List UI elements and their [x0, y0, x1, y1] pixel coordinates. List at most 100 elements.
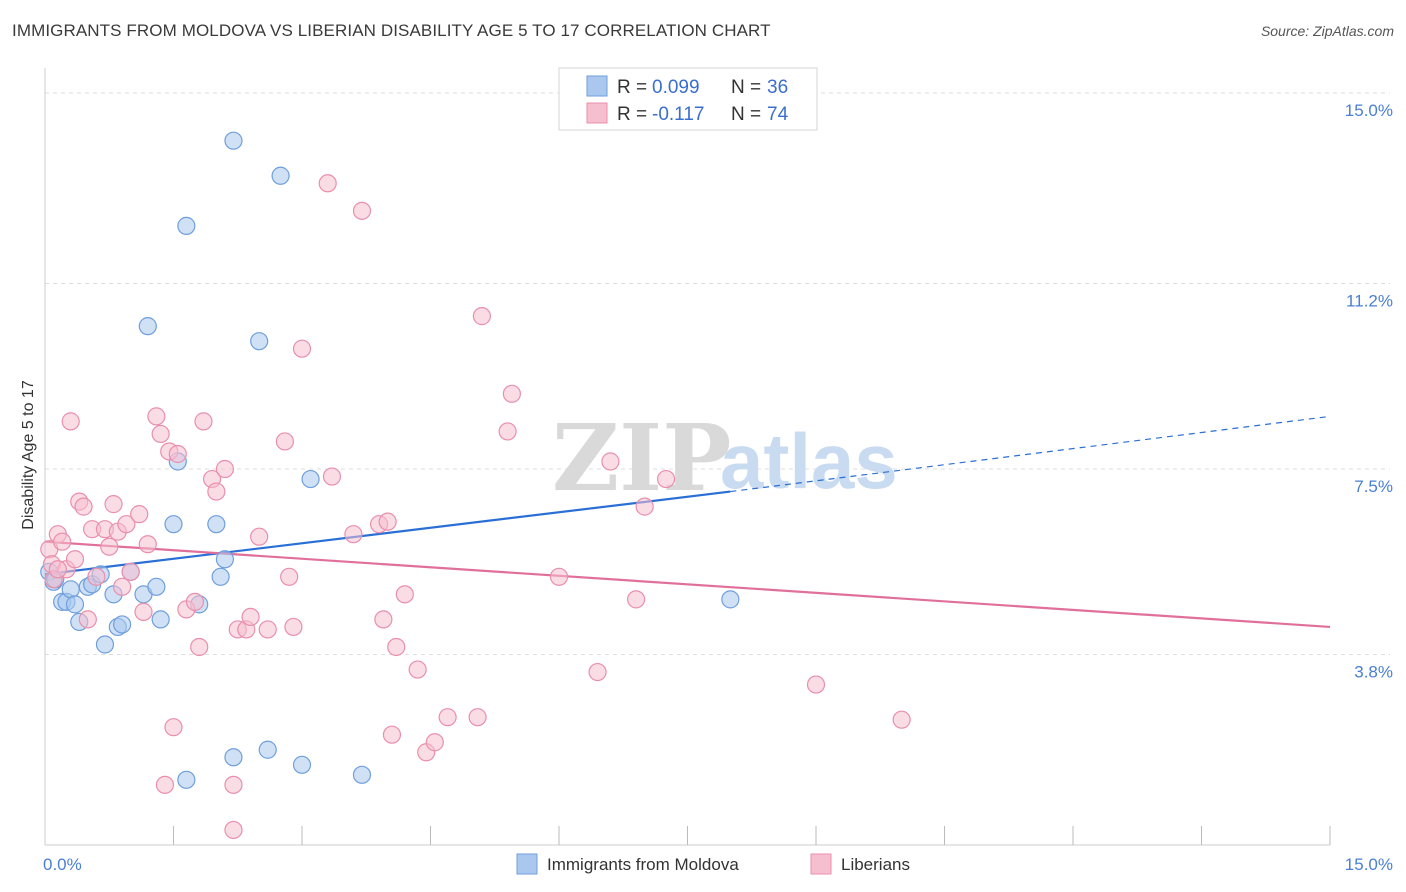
- y-tick-label: 11.2%: [1346, 292, 1393, 311]
- legend-correlation: R = 0.099 N = 36 R = -0.117 N = 74: [558, 67, 818, 131]
- point-liberians: [438, 708, 457, 727]
- x-tick-label-min: 0.0%: [43, 855, 82, 874]
- point-liberians: [284, 617, 303, 637]
- point-liberians: [104, 495, 123, 514]
- point-liberians: [65, 550, 85, 569]
- point-moldova: [177, 770, 196, 789]
- legend-r-label-moldova: R =: [617, 77, 647, 98]
- point-liberians: [194, 412, 213, 431]
- point-moldova: [207, 515, 226, 534]
- point-moldova: [224, 748, 243, 767]
- point-liberians: [498, 422, 517, 441]
- point-liberians: [395, 585, 414, 604]
- point-liberians: [292, 339, 312, 358]
- point-liberians: [374, 610, 393, 629]
- point-liberians: [112, 577, 132, 596]
- point-liberians: [224, 820, 243, 840]
- point-liberians: [138, 535, 157, 554]
- point-liberians: [635, 497, 654, 516]
- point-liberians: [207, 482, 226, 501]
- point-liberians: [656, 469, 676, 489]
- point-liberians: [121, 562, 140, 581]
- point-liberians: [601, 452, 620, 471]
- x-tick-label-max: 15.0%: [1345, 855, 1393, 874]
- point-moldova: [250, 332, 269, 351]
- point-liberians: [74, 497, 93, 516]
- point-liberians: [275, 432, 294, 451]
- y-tick-label: 3.8%: [1354, 663, 1393, 682]
- point-liberians: [344, 525, 363, 544]
- chart-source: Source: ZipAtlas.com: [1260, 23, 1394, 39]
- point-liberians: [387, 637, 406, 657]
- gridlines: 3.8% 7.5% 11.2% 15.0%: [45, 92, 1393, 682]
- point-moldova: [721, 590, 740, 609]
- y-tick-label: 7.5%: [1354, 477, 1393, 496]
- trend-line-moldova: [44, 490, 731, 576]
- legend-bottom-label-moldova: Immigrants from Moldova: [547, 855, 739, 874]
- point-liberians: [78, 610, 97, 629]
- point-liberians: [134, 602, 153, 621]
- point-liberians: [87, 567, 106, 586]
- chart-title: IMMIGRANTS FROM MOLDOVA VS LIBERIAN DISA…: [12, 21, 771, 40]
- point-liberians: [425, 733, 444, 752]
- axes: 0.0% 15.0%: [43, 68, 1393, 874]
- point-liberians: [185, 592, 205, 611]
- point-liberians: [164, 718, 183, 737]
- legend-bottom-label-liberians: Liberians: [841, 855, 910, 874]
- point-moldova: [95, 635, 115, 654]
- legend-r-value-moldova: 0.099: [652, 77, 700, 98]
- point-liberians: [378, 512, 397, 531]
- legend-n-value-liberians: 74: [767, 104, 789, 125]
- point-liberians: [155, 775, 175, 794]
- legend-n-value-moldova: 36: [767, 77, 788, 98]
- legend-n-label-liberians: N =: [731, 104, 761, 125]
- trend-line-liberians: [44, 540, 1331, 629]
- trend-line-extension-moldova: [730, 415, 1331, 493]
- point-liberians: [318, 174, 337, 193]
- legend-series: Immigrants from Moldova Liberians: [516, 853, 910, 875]
- point-liberians: [117, 515, 136, 534]
- point-liberians: [168, 444, 187, 464]
- point-liberians: [280, 567, 299, 586]
- legend-bottom-swatch-liberians: [810, 853, 832, 875]
- point-liberians: [472, 307, 491, 326]
- point-liberians: [408, 660, 427, 679]
- point-liberians: [352, 201, 372, 220]
- point-liberians: [241, 607, 260, 627]
- point-liberians: [130, 505, 149, 524]
- point-liberians: [549, 567, 569, 586]
- point-moldova: [301, 469, 320, 489]
- legend-swatch-moldova: [586, 75, 608, 97]
- legend-r-label-liberians: R =: [617, 104, 647, 125]
- point-moldova: [352, 765, 372, 784]
- point-liberians: [502, 384, 521, 403]
- point-moldova: [65, 595, 85, 614]
- point-moldova: [224, 131, 243, 150]
- point-liberians: [151, 424, 170, 444]
- point-liberians: [382, 725, 402, 744]
- point-moldova: [215, 550, 234, 569]
- point-moldova: [271, 166, 290, 185]
- watermark-atlas: atlas: [720, 417, 898, 505]
- point-moldova: [164, 515, 183, 534]
- point-liberians: [147, 407, 166, 426]
- y-tick-label: 15.0%: [1345, 101, 1393, 120]
- point-liberians: [53, 532, 72, 551]
- point-moldova: [292, 755, 312, 774]
- point-moldova: [61, 580, 80, 599]
- point-liberians: [258, 620, 277, 639]
- point-moldova: [151, 610, 170, 629]
- point-moldova: [138, 317, 157, 336]
- point-liberians: [322, 467, 342, 486]
- legend-n-label-moldova: N =: [731, 77, 761, 98]
- point-liberians: [48, 560, 67, 579]
- point-liberians: [588, 662, 607, 682]
- data-points: [40, 131, 911, 840]
- point-liberians: [215, 459, 234, 479]
- point-liberians: [224, 775, 243, 794]
- point-moldova: [177, 216, 196, 235]
- point-liberians: [100, 537, 119, 556]
- legend-r-value-liberians: -0.117: [652, 104, 704, 125]
- legend-swatch-liberians: [586, 102, 608, 124]
